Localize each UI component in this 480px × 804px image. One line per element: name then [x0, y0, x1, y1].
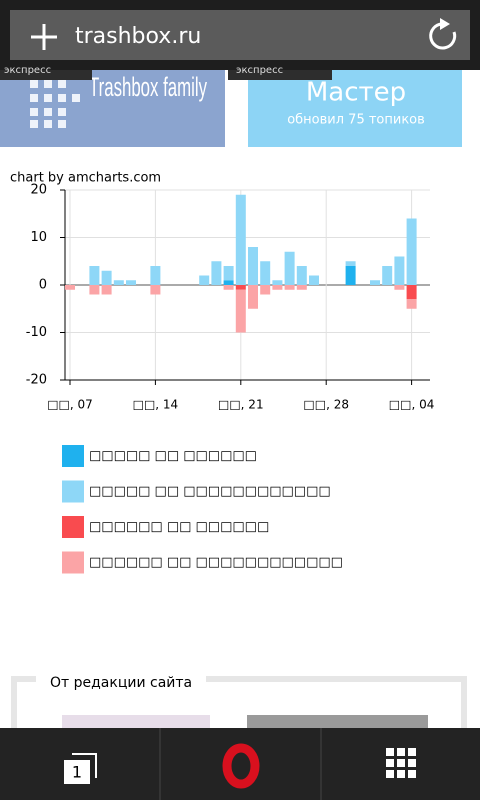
opera-menu[interactable] — [222, 743, 260, 789]
y-tick-label: 20 — [30, 183, 47, 198]
bar — [406, 299, 417, 309]
legend-label: □□□□□ □□ □□□□□□ — [89, 449, 257, 464]
bar — [150, 285, 161, 295]
bar — [345, 266, 356, 285]
bar — [296, 266, 307, 285]
section-title-bg — [36, 670, 206, 694]
legend-label: □□□□□□ □□ □□□□□□□□□□□□ — [89, 555, 343, 570]
bar — [309, 275, 319, 285]
tabs-button[interactable] — [64, 760, 90, 784]
legend-swatch — [62, 551, 84, 574]
bar — [235, 289, 246, 333]
bar — [223, 280, 234, 285]
bar — [113, 280, 124, 285]
legend-label: □□□□□□ □□ □□□□□□ — [89, 520, 269, 535]
tabs-icon — [72, 753, 97, 778]
legend-swatch — [62, 445, 84, 467]
bar — [101, 285, 112, 295]
bar — [235, 285, 246, 290]
bar — [345, 261, 356, 266]
y-tick-label: -20 — [26, 373, 47, 388]
banner-tag-bg — [0, 70, 92, 80]
section-title: От редакции сайта — [50, 675, 192, 691]
bar — [272, 285, 283, 290]
bar — [260, 261, 271, 285]
banner[interactable] — [248, 70, 462, 147]
bar — [235, 194, 246, 285]
banner-tag-bg — [228, 70, 332, 80]
legend-swatch — [62, 516, 84, 538]
spacer — [236, 70, 248, 147]
x-tick-label: □□, 07 — [47, 398, 93, 412]
y-tick-label: 0 — [39, 278, 47, 293]
legend-swatch — [62, 480, 84, 503]
x-tick-label: □□, 21 — [218, 398, 264, 412]
bar — [223, 285, 234, 290]
bar — [223, 266, 234, 281]
bar — [199, 275, 210, 285]
url: trashbox.ru — [75, 24, 201, 49]
bar — [284, 285, 295, 290]
bar — [394, 285, 405, 290]
banner-logo — [30, 80, 80, 128]
reload-arrow — [440, 18, 450, 30]
bar — [394, 256, 405, 285]
banner-tag: экспресс — [236, 65, 283, 76]
x-tick-label: □□, 04 — [389, 398, 435, 412]
bar — [126, 280, 136, 285]
chart: -20 -10 0 10 20 □□, 07 □□, 14 □□, 21 □□, 28 □□, 0… — [26, 183, 435, 574]
y-tick-label: -10 — [26, 325, 47, 340]
reload-icon[interactable] — [429, 22, 457, 50]
x-tick-label: □□, 28 — [303, 398, 349, 412]
banner-subtitle: обновил 75 топиков — [287, 113, 425, 128]
bar — [406, 218, 417, 285]
bar — [406, 285, 417, 300]
bar — [65, 285, 75, 290]
speed-dial-icon[interactable] — [386, 748, 416, 778]
tab-count: 1 — [72, 763, 82, 782]
x-tick-label: □□, 14 — [133, 398, 179, 412]
bar — [211, 261, 222, 285]
bar — [150, 266, 161, 285]
banner-title: Trashbox family — [89, 72, 207, 102]
banner-title: Мастер — [306, 78, 406, 108]
bar — [89, 285, 100, 295]
address-bar[interactable] — [10, 10, 470, 60]
banner-tag: экспресс — [4, 65, 51, 76]
bar — [370, 280, 380, 285]
bar — [101, 270, 112, 285]
chart-credit: chart by amcharts.com — [10, 171, 161, 186]
bar — [248, 285, 258, 309]
y-tick-label: 10 — [30, 230, 47, 245]
bar — [284, 251, 295, 285]
bar — [382, 266, 393, 285]
bar — [248, 247, 258, 285]
bar — [296, 285, 307, 290]
new-tab-icon[interactable] — [31, 24, 57, 50]
bar — [260, 285, 271, 295]
bar — [89, 266, 100, 285]
legend-label: □□□□□ □□ □□□□□□□□□□□□ — [89, 484, 331, 499]
bar — [272, 280, 283, 285]
